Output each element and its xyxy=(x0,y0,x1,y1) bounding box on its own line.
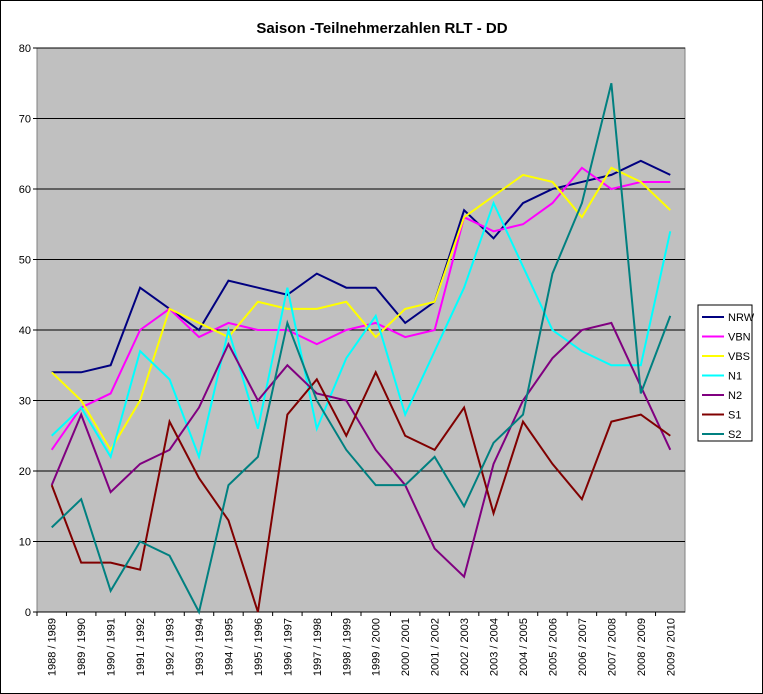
y-tick-label: 0 xyxy=(25,607,31,619)
legend-box xyxy=(697,304,753,442)
y-tick-label: 30 xyxy=(19,396,31,408)
x-tick-label: 1995 / 1996 xyxy=(253,618,265,676)
series-line xyxy=(51,200,672,461)
x-tick-label: 2005 / 2006 xyxy=(547,618,559,676)
x-tick-label: 1992 / 1993 xyxy=(165,618,177,676)
x-tick-label: 1996 / 1997 xyxy=(282,618,294,676)
y-tick-label: 20 xyxy=(19,466,31,478)
legend-label: NRW xyxy=(728,312,755,324)
x-tick-label: 1990 / 1991 xyxy=(106,618,118,676)
chart-title: Saison -Teilnehmerzahlen RLT - DD xyxy=(256,20,507,37)
legend-label: S1 xyxy=(728,410,741,422)
y-tick-label: 40 xyxy=(19,325,31,337)
series-line xyxy=(51,166,671,452)
series-line xyxy=(50,369,671,613)
legend-label: S2 xyxy=(728,429,741,441)
y-tick-label: 50 xyxy=(19,255,31,267)
x-tick-label: 2007 / 2008 xyxy=(606,618,618,676)
legend-label: VBN xyxy=(728,332,751,344)
x-tick-label: 2008 / 2009 xyxy=(636,618,648,676)
series-line xyxy=(50,321,672,579)
x-tick-label: 2001 / 2002 xyxy=(430,618,442,676)
x-tick-label: 1997 / 1998 xyxy=(312,618,324,676)
y-tick-label: 10 xyxy=(19,537,31,549)
x-tick-label: 1991 / 1992 xyxy=(135,618,147,676)
lines xyxy=(50,83,672,615)
legend-label: N2 xyxy=(728,390,742,402)
x-tick-label: 2003 / 2004 xyxy=(489,618,501,676)
x-tick-label: 2006 / 2007 xyxy=(577,618,589,676)
y-tick-label: 70 xyxy=(19,114,31,126)
series-line xyxy=(50,166,671,451)
x-tick-label: 2002 / 2003 xyxy=(459,618,471,676)
x-tick-label: 1989 / 1990 xyxy=(76,618,88,676)
y-tick-label: 60 xyxy=(19,184,31,196)
x-tick-label: 1988 / 1989 xyxy=(47,618,59,676)
x-tick-label: 2004 / 2005 xyxy=(518,618,530,676)
y-tick-label: 80 xyxy=(19,43,31,55)
series-line xyxy=(51,83,672,615)
legend-label: N1 xyxy=(728,371,742,383)
legend-label: VBS xyxy=(728,351,750,363)
x-tick-label: 1999 / 2000 xyxy=(371,618,383,676)
x-tick-label: 1993 / 1994 xyxy=(194,618,206,676)
x-tick-label: 1998 / 1999 xyxy=(341,618,353,676)
legend: NRW VBN VBS N1 N2 S1 S2 xyxy=(697,304,755,442)
x-tick-label: 2009 / 2010 xyxy=(665,618,677,676)
x-tick-label: 1994 / 1995 xyxy=(223,618,235,676)
x-tick-label: 2000 / 2001 xyxy=(400,618,412,676)
